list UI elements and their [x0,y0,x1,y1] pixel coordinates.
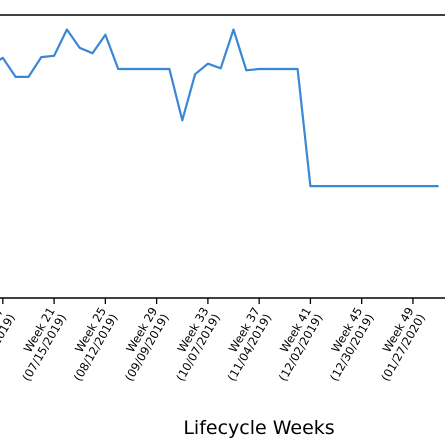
x-tick-label: Week 17(07/17/2019) [0,305,18,384]
x-tick-label: Week 37(11/04/2019) [213,305,274,384]
x-tick-label: Week 29(09/09/2019) [110,305,171,384]
series-line [0,28,439,188]
x-tick-label: Week 45(12/30/2019) [316,305,377,384]
x-tick-label: Week 21(07/15/2019) [8,305,69,384]
x-tick-label: Week 25(08/12/2019) [59,305,120,384]
x-tick-label: Week 33(10/07/2019) [162,305,223,384]
x-ticks [2,298,414,304]
x-tick-label: Week 41(12/02/2019) [264,305,325,384]
x-tick-label: Week 49(01/27/2020) [367,305,428,384]
x-tick-labels: Week 17(07/17/2019)Week 21(07/15/2019)We… [0,305,428,384]
x-axis-label: Lifecycle Weeks [183,417,334,439]
plot-axes [0,14,445,299]
